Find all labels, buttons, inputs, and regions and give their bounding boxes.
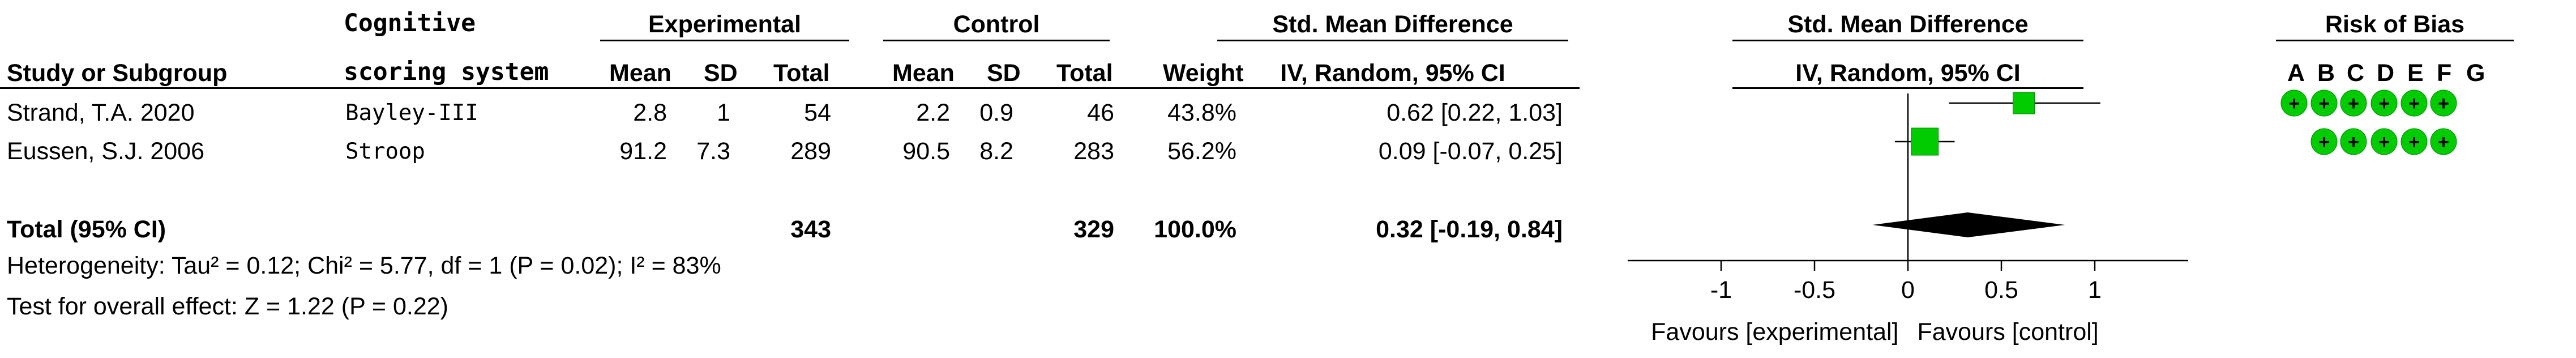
weight-header: Weight	[1163, 59, 1244, 87]
control-rule	[883, 40, 1110, 41]
rob-circle	[2310, 90, 2338, 117]
rob-symbol: +	[2408, 93, 2420, 114]
x-axis-tick-label: 0.5	[1984, 276, 2018, 304]
rob-symbol: +	[2318, 131, 2330, 153]
scoring-system: Stroop	[345, 139, 425, 164]
scoring-system-header: Cognitive	[344, 9, 476, 37]
exp-sd-header: SD	[704, 59, 738, 87]
ctrl-sd: 0.9	[979, 99, 1013, 126]
rob-circle	[2400, 90, 2428, 117]
rob-circle	[2430, 90, 2457, 117]
rob-domain-g: G	[2466, 59, 2485, 87]
total-exp-total: 343	[790, 216, 831, 243]
exp-mean: 91.2	[619, 138, 667, 165]
experimental-rule	[600, 40, 849, 41]
plot-rule	[1732, 40, 2083, 41]
favours-control-label: Favours [control]	[1918, 318, 2099, 346]
plot-smd-header: Std. Mean Difference	[1787, 11, 2029, 38]
rob-symbol: +	[2318, 93, 2330, 114]
plot-smd-method-header: IV, Random, 95% CI	[1795, 59, 2021, 87]
ctrl-sd-header: SD	[987, 59, 1021, 87]
rob-domain-b: B	[2317, 59, 2335, 87]
x-axis-tick-label: 1	[2088, 276, 2102, 304]
ctrl-mean: 90.5	[902, 138, 950, 165]
total-weight: 100.0%	[1154, 216, 1236, 243]
x-axis-tick-label: -1	[1710, 276, 1732, 304]
exp-total: 289	[790, 138, 831, 165]
rob-symbol: +	[2438, 131, 2449, 153]
scoring-system-header-line2: scoring system	[344, 58, 549, 86]
rob-symbol: +	[2348, 131, 2359, 153]
ctrl-sd: 8.2	[979, 138, 1013, 165]
favours-experimental-label: Favours [experimental]	[1651, 318, 1898, 346]
experimental-header: Experimental	[648, 11, 802, 38]
ctrl-mean-header: Mean	[892, 59, 955, 87]
total-ci-text: 0.32 [-0.19, 0.84]	[1376, 216, 1563, 243]
weight: 43.8%	[1167, 99, 1236, 126]
x-axis-tick-label: 0	[1901, 276, 1915, 304]
risk-of-bias-header: Risk of Bias	[2325, 11, 2465, 38]
rob-circle	[2340, 128, 2367, 155]
rob-symbol: +	[2438, 93, 2449, 114]
rob-circle	[2340, 90, 2367, 117]
rob-domain-a: A	[2287, 59, 2305, 87]
rob-domain-d: D	[2377, 59, 2395, 87]
rob-circle	[2430, 128, 2457, 155]
rob-symbol: +	[2348, 93, 2359, 114]
exp-sd: 1	[717, 99, 730, 126]
ci-text: 0.09 [-0.07, 0.25]	[1378, 138, 1563, 165]
rob-domain-c: C	[2347, 59, 2365, 87]
ctrl-mean: 2.2	[916, 99, 950, 126]
exp-total-header: Total	[773, 59, 830, 87]
study-name: Eussen, S.J. 2006	[7, 138, 204, 165]
table-header-rule	[0, 87, 1580, 89]
rob-symbol: +	[2408, 131, 2420, 153]
rob-circle	[2310, 128, 2338, 155]
rob-rule	[2276, 40, 2514, 41]
overall-effect-text: Test for overall effect: Z = 1.22 (P = 0…	[7, 293, 448, 320]
control-header: Control	[953, 11, 1040, 38]
x-axis-tick-label: -0.5	[1794, 276, 1835, 304]
exp-total: 54	[804, 99, 831, 126]
rob-circle	[2400, 128, 2428, 155]
study-marker	[2013, 92, 2035, 114]
study-name: Strand, T.A. 2020	[7, 99, 195, 126]
plot-header-rule	[1732, 87, 2083, 89]
scoring-system: Bayley-III	[345, 100, 478, 126]
ctrl-total-header: Total	[1056, 59, 1113, 87]
exp-mean-header: Mean	[609, 59, 671, 87]
study-marker	[1911, 127, 1939, 156]
rob-circle	[2370, 90, 2398, 117]
ci-text: 0.62 [0.22, 1.03]	[1387, 99, 1563, 126]
rob-symbol: +	[2378, 93, 2390, 114]
total-diamond	[1872, 212, 2065, 237]
total-ctrl-total: 329	[1073, 216, 1114, 243]
smd-method-header: IV, Random, 95% CI	[1280, 59, 1505, 87]
rob-circle	[2280, 90, 2308, 117]
rob-domain-f: F	[2437, 59, 2452, 87]
total-label: Total (95% CI)	[7, 216, 166, 243]
rob-circle	[2370, 128, 2398, 155]
ctrl-total: 283	[1073, 138, 1114, 165]
smd-rule	[1217, 40, 1568, 41]
heterogeneity-text: Heterogeneity: Tau² = 0.12; Chi² = 5.77,…	[7, 252, 721, 279]
study-column-header: Study or Subgroup	[7, 59, 228, 87]
rob-symbol: +	[2378, 131, 2390, 153]
exp-mean: 2.8	[633, 99, 667, 126]
weight: 56.2%	[1167, 138, 1236, 165]
ctrl-total: 46	[1087, 99, 1114, 126]
smd-header: Std. Mean Difference	[1272, 11, 1513, 38]
rob-domain-e: E	[2407, 59, 2424, 87]
rob-symbol: +	[2288, 93, 2300, 114]
exp-sd: 7.3	[696, 138, 730, 165]
